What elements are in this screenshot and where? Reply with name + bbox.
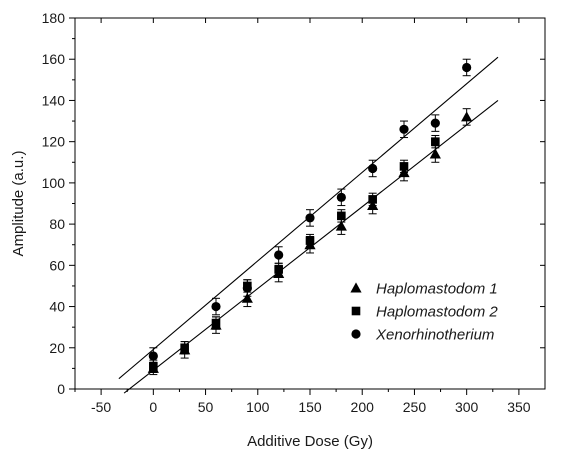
y-tick-label: 20: [49, 340, 65, 356]
x-axis-title: Additive Dose (Gy): [247, 433, 373, 450]
legend-label: Xenorhinotherium: [375, 327, 494, 344]
data-point: [336, 192, 346, 202]
data-point: [368, 195, 377, 204]
x-tick-label: 100: [246, 399, 270, 415]
data-point: [337, 211, 346, 221]
x-tick-label: 250: [403, 399, 427, 415]
y-tick-label: 60: [49, 257, 65, 273]
y-tick-label: 120: [42, 134, 66, 150]
data-point: [431, 137, 440, 146]
axes: -50 0 50 100 150 200 250 300 350 0 20 40 60 80 100 120 1…: [42, 10, 546, 415]
y-tick-label: 0: [57, 381, 65, 397]
x-tick-label: 150: [298, 399, 322, 415]
data-point: [242, 283, 252, 293]
data-point: [429, 148, 441, 159]
data-point: [305, 213, 315, 223]
y-tick-label: 100: [42, 175, 66, 191]
data-point: [211, 301, 221, 312]
y-tick-label: 40: [49, 299, 65, 315]
x-tick-label: -50: [91, 399, 111, 415]
data-point: [180, 343, 189, 353]
legend-marker: [350, 282, 362, 293]
data-point: [211, 318, 221, 328]
data-point: [399, 124, 409, 134]
data-point: [149, 362, 158, 371]
data-point: [368, 163, 378, 174]
x-tick-label: 300: [455, 399, 479, 415]
data-point: [430, 118, 440, 128]
data-point: [148, 351, 158, 361]
data-point: [305, 236, 315, 245]
y-tick-label: 80: [49, 216, 65, 232]
y-axis-title: Amplitude (a.u.): [10, 151, 27, 257]
data-point: [335, 220, 347, 231]
y-tick-label: 140: [42, 92, 66, 108]
x-tick-label: 0: [149, 399, 157, 415]
data-points: [147, 58, 473, 376]
y-tick-label: 160: [42, 51, 66, 67]
legend-marker: [351, 306, 361, 316]
legend-marker: [351, 329, 361, 339]
data-point: [461, 111, 473, 122]
legend: Haplomastodom 1 Haplomastodom 2 Xenorhinot…: [350, 281, 498, 344]
data-point: [462, 62, 472, 73]
data-point: [274, 265, 283, 274]
y-tick-label: 180: [42, 10, 66, 26]
x-tick-label: 50: [198, 399, 214, 415]
data-point: [241, 292, 253, 303]
data-point: [399, 162, 409, 171]
x-tick-label: 200: [351, 399, 375, 415]
legend-label: Haplomastodom 2: [376, 304, 498, 321]
data-point: [274, 250, 284, 260]
x-tick-label: 350: [507, 399, 531, 415]
legend-label: Haplomastodom 1: [376, 281, 498, 298]
